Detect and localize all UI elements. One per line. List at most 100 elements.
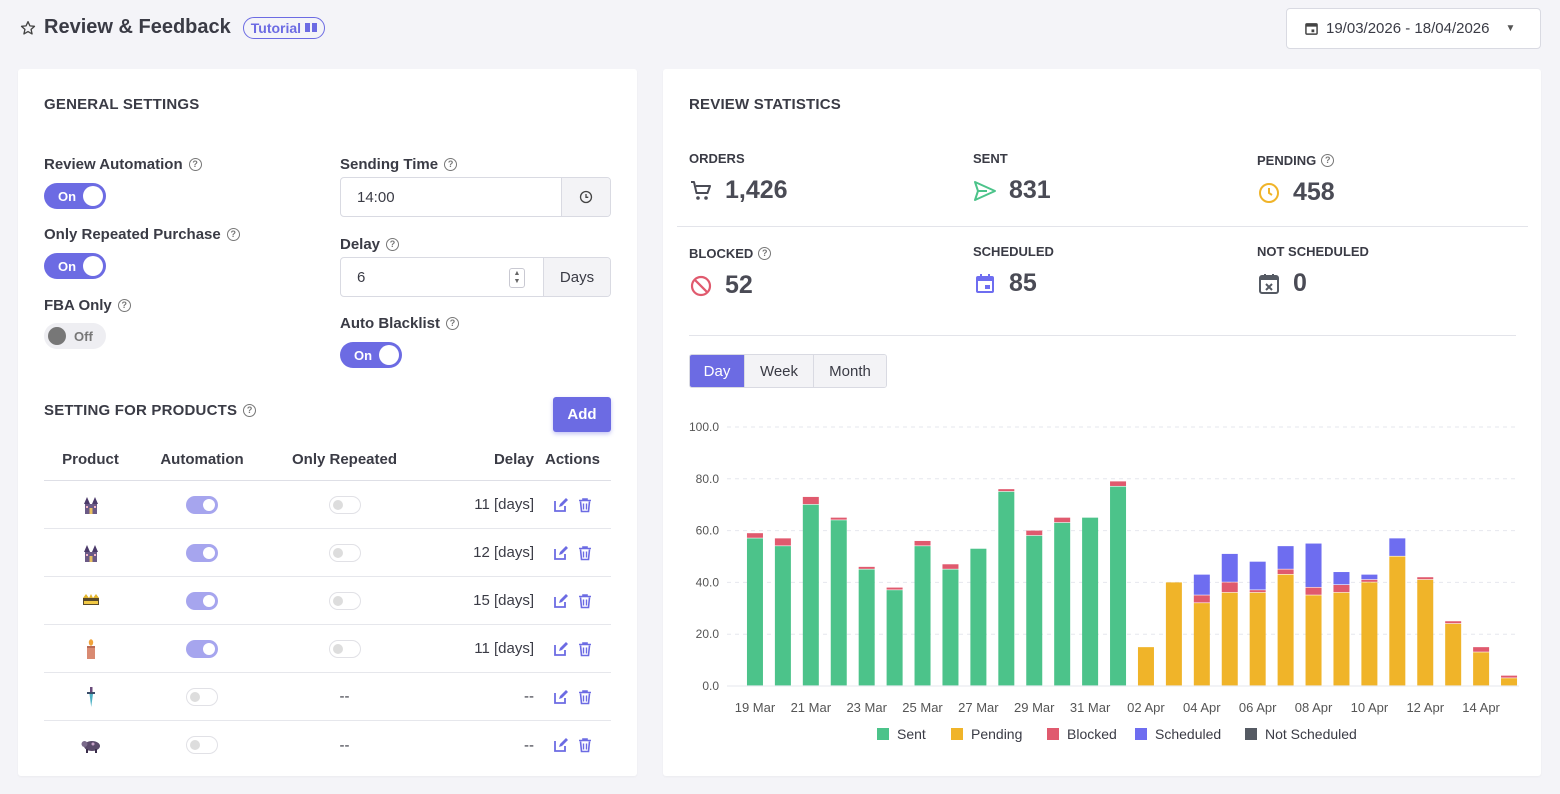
product-image[interactable] <box>44 590 137 612</box>
stat-blocked-label: BLOCKED <box>689 246 754 261</box>
delay-cell: 11 [days] <box>474 496 534 513</box>
only-repeated-toggle[interactable]: On <box>44 253 106 279</box>
bar-pending <box>1417 579 1434 686</box>
help-icon[interactable]: ? <box>446 317 460 330</box>
help-icon[interactable]: ? <box>444 158 458 171</box>
row-automation-toggle[interactable] <box>186 543 218 562</box>
automation-cell <box>137 736 267 754</box>
clock-icon <box>1259 182 1279 203</box>
bar-sent <box>746 538 763 686</box>
clock-icon[interactable] <box>561 178 610 216</box>
product-image[interactable] <box>44 542 137 564</box>
review-automation-label: Review Automation ? <box>44 156 202 173</box>
date-range-picker[interactable]: 19/03/2026 - 18/04/2026 ▼ <box>1286 8 1541 49</box>
bar-blocked <box>1026 530 1043 536</box>
products-settings-title-text: SETTING FOR PRODUCTS <box>44 402 238 419</box>
help-icon[interactable]: ? <box>386 238 400 251</box>
product-image[interactable] <box>44 494 137 516</box>
product-image[interactable] <box>44 734 137 756</box>
dagger-icon <box>86 686 95 707</box>
bar-scheduled <box>1333 572 1350 585</box>
bar-sent <box>914 546 931 686</box>
fba-only-toggle[interactable]: Off <box>44 323 106 349</box>
x-tick-label: 29 Mar <box>1014 700 1055 715</box>
auto-blacklist-toggle[interactable]: On <box>340 342 402 368</box>
tab-month[interactable]: Month <box>814 355 886 387</box>
x-tick-label: 02 Apr <box>1127 700 1165 715</box>
row-only-repeated-toggle[interactable] <box>328 591 361 610</box>
row-only-repeated-toggle[interactable] <box>328 639 361 658</box>
stat-pending-label: PENDING <box>1257 153 1317 168</box>
delay-field[interactable]: 6 ▲ ▼ Days <box>340 257 611 297</box>
bar-pending <box>1473 652 1490 686</box>
trash-icon[interactable] <box>577 545 593 561</box>
sending-time-input[interactable]: 14:00 <box>357 188 395 206</box>
help-icon[interactable]: ? <box>243 404 257 417</box>
y-tick-label: 0.0 <box>702 679 719 693</box>
edit-icon[interactable] <box>553 497 569 513</box>
row-automation-toggle[interactable] <box>186 736 218 754</box>
stat-pending-value-row: 458 <box>1257 178 1335 207</box>
tab-day[interactable]: Day <box>690 355 745 387</box>
trash-icon[interactable] <box>577 593 593 609</box>
star-icon[interactable] <box>20 20 36 36</box>
edit-icon[interactable] <box>553 641 569 657</box>
row-automation-toggle[interactable] <box>186 495 218 514</box>
tutorial-button[interactable]: Tutorial <box>242 16 326 39</box>
row-automation-toggle[interactable] <box>186 687 218 706</box>
row-automation-toggle[interactable] <box>186 591 218 610</box>
number-spinner[interactable]: ▲ ▼ <box>509 268 525 288</box>
delay-input[interactable]: 6 ▲ ▼ <box>341 258 543 296</box>
x-tick-label: 19 Mar <box>735 700 776 715</box>
bar-pending <box>1277 574 1294 686</box>
edit-icon[interactable] <box>553 737 569 753</box>
trash-icon[interactable] <box>577 689 593 705</box>
help-icon[interactable]: ? <box>188 158 202 171</box>
bar-sent <box>998 491 1015 686</box>
trash-icon[interactable] <box>577 641 593 657</box>
x-tick-label: 12 Apr <box>1406 700 1444 715</box>
help-icon[interactable]: ? <box>1321 154 1335 167</box>
product-image[interactable] <box>44 638 137 660</box>
add-product-button[interactable]: Add <box>553 397 611 432</box>
bar-scheduled <box>1193 574 1210 595</box>
help-icon[interactable]: ? <box>226 228 240 241</box>
help-icon[interactable]: ? <box>758 247 772 260</box>
bar-scheduled <box>1361 574 1378 580</box>
stat-orders-label: ORDERS <box>689 151 745 166</box>
only-repeated-cell <box>267 543 422 562</box>
bar-scheduled <box>1389 538 1406 556</box>
bar-sent <box>1082 517 1099 686</box>
tab-week[interactable]: Week <box>745 355 814 387</box>
bar-scheduled <box>1221 553 1238 582</box>
row-automation-toggle[interactable] <box>186 639 218 658</box>
automation-cell <box>137 543 267 562</box>
col-only-repeated: Only Repeated <box>291 451 398 468</box>
review-statistics-title-text: REVIEW STATISTICS <box>689 96 842 113</box>
edit-icon[interactable] <box>553 545 569 561</box>
sending-time-field[interactable]: 14:00 <box>340 177 611 217</box>
fba-only-label-text: FBA Only <box>44 297 112 314</box>
only-repeated-cell <box>267 495 422 514</box>
table-row: 11 [days] <box>44 481 611 529</box>
divider <box>677 226 1528 227</box>
stat-sent: SENT 831 <box>973 151 1051 205</box>
only-repeated-label-text: Only Repeated Purchase <box>44 226 221 243</box>
edit-icon[interactable] <box>553 689 569 705</box>
trash-icon[interactable] <box>577 497 593 513</box>
edit-icon[interactable] <box>553 593 569 609</box>
product-image[interactable] <box>44 686 137 708</box>
bar-sent <box>970 548 987 686</box>
bar-blocked <box>1110 481 1127 486</box>
x-tick-label: 04 Apr <box>1183 700 1221 715</box>
review-automation-toggle[interactable]: On <box>44 183 106 209</box>
help-icon[interactable]: ? <box>117 299 131 312</box>
row-only-repeated-toggle[interactable] <box>328 495 361 514</box>
row-only-repeated-toggle[interactable] <box>328 543 361 562</box>
only-repeated-cell: -- <box>267 688 422 705</box>
delay-label-text: Delay <box>340 236 381 253</box>
delay-cell: -- <box>524 688 534 705</box>
trash-icon[interactable] <box>577 737 593 753</box>
y-tick-label: 20.0 <box>696 627 720 641</box>
automation-cell <box>137 639 267 658</box>
